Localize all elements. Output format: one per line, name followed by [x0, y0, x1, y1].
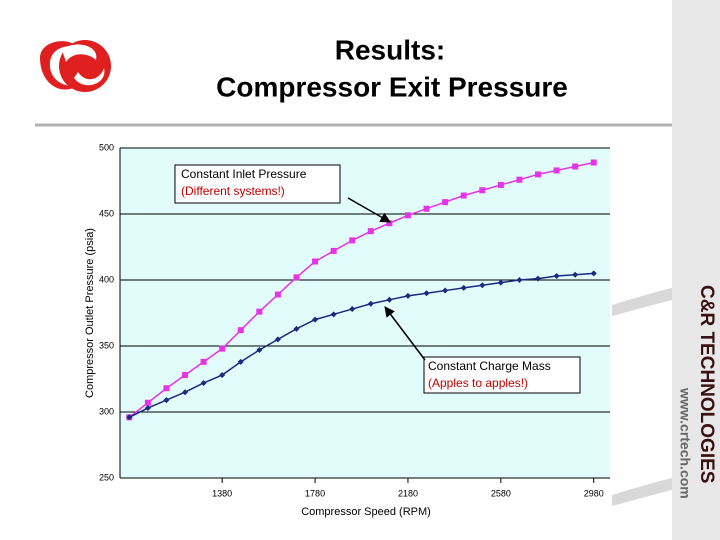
y-tick-label: 450: [99, 208, 114, 218]
x-tick-label: 2180: [398, 488, 418, 498]
marker: [330, 311, 337, 318]
marker: [293, 325, 300, 332]
annotation-box: [174, 164, 341, 204]
annotation-text: (Apples to apples!): [428, 376, 528, 390]
y-tick-label: 500: [99, 142, 114, 152]
plot: 250 300 350 400 450 500 1380 1780 2180 2580 2980: [99, 142, 610, 498]
annotation-box: [423, 356, 581, 394]
marker: [367, 300, 374, 307]
marker: [182, 389, 189, 396]
marker: [553, 273, 560, 280]
annotation-arrow: [384, 306, 426, 361]
marker: [144, 405, 151, 412]
annotation-arrow: [347, 197, 391, 223]
marker: [572, 163, 579, 170]
marker: [367, 228, 374, 235]
marker: [497, 279, 504, 286]
series-line: [128, 161, 594, 418]
marker: [237, 327, 244, 334]
marker: [293, 274, 300, 281]
marker: [256, 308, 263, 315]
logo: [40, 40, 111, 92]
marker: [423, 290, 430, 297]
marker: [590, 159, 597, 166]
y-tick-label: 400: [99, 274, 114, 284]
marker: [274, 291, 281, 298]
marker: [535, 171, 542, 178]
marker: [349, 237, 356, 244]
swoosh: [612, 288, 672, 316]
y-tick-label: 350: [99, 340, 114, 350]
marker: [590, 270, 597, 277]
y-tick-label: 300: [99, 406, 114, 416]
marker: [442, 287, 449, 294]
brand: C&R TECHNOLOGIES: [696, 285, 717, 483]
marker: [479, 187, 486, 194]
url: www.crtech.com: [677, 387, 693, 499]
marker: [535, 275, 542, 282]
marker: [460, 192, 467, 199]
marker: [256, 346, 263, 353]
marker: [386, 220, 393, 227]
swoosh: [612, 478, 672, 506]
y-axis-label: Compressor Outlet Pressure (psia): [84, 228, 96, 398]
marker: [516, 277, 523, 283]
marker: [404, 212, 411, 219]
marker: [219, 345, 226, 352]
marker: [312, 316, 319, 323]
annotation-text: Constant Charge Mass: [428, 359, 551, 373]
annotation-text: Constant Inlet Pressure: [181, 167, 307, 181]
title-line: Compressor Exit Pressure: [216, 71, 568, 102]
marker: [442, 199, 449, 206]
marker: [200, 379, 207, 386]
marker: [479, 282, 486, 289]
marker: [274, 336, 281, 343]
marker: [312, 258, 319, 265]
marker: [404, 292, 411, 299]
x-tick-label: 1780: [305, 488, 325, 498]
x-tick-label: 2580: [491, 488, 511, 498]
marker: [163, 397, 170, 404]
marker: [386, 296, 393, 303]
title-line: Results:: [335, 34, 445, 65]
x-tick-label: 2980: [584, 488, 604, 498]
marker: [144, 399, 151, 406]
marker: [572, 271, 579, 278]
marker: [349, 306, 356, 313]
marker: [553, 167, 560, 174]
marker: [460, 284, 467, 291]
annotation-text: (Different systems!): [181, 184, 285, 198]
marker: [497, 181, 504, 188]
marker: [219, 372, 226, 379]
sidebar: [672, 0, 720, 540]
series-line: [128, 272, 594, 418]
x-tick-label: 1380: [212, 488, 232, 498]
marker: [163, 385, 170, 392]
marker: [516, 176, 523, 183]
marker: [423, 205, 430, 212]
x-axis-label: Compressor Speed (RPM): [301, 506, 431, 518]
marker: [182, 372, 189, 379]
marker: [126, 414, 133, 421]
marker: [200, 358, 207, 365]
y-tick-label: 250: [99, 472, 114, 482]
marker: [237, 358, 244, 365]
marker: [330, 247, 337, 254]
